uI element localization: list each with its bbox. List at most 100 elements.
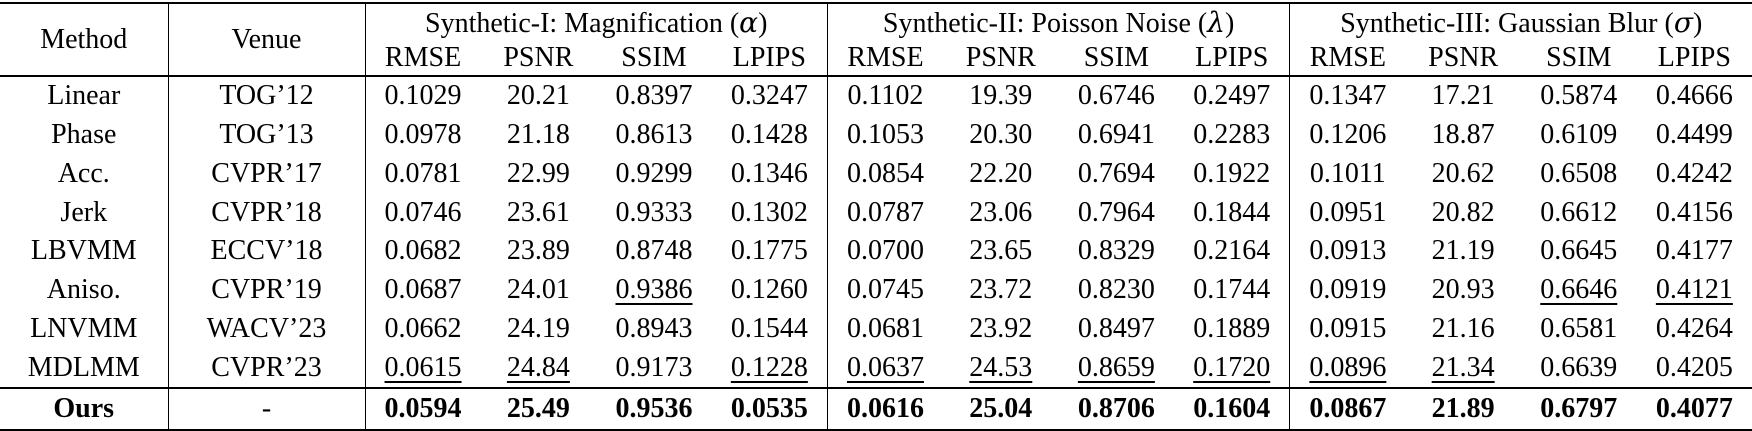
- group-title-close: ): [1224, 7, 1235, 39]
- metric-value: 20.21: [506, 80, 570, 112]
- alpha-symbol: α: [739, 5, 759, 39]
- metric-value: 0.6646: [1540, 274, 1618, 306]
- metric-value: 0.9386: [615, 274, 693, 306]
- metric-cell: 24.53: [943, 348, 1059, 388]
- metric-cell: 0.6508: [1521, 155, 1637, 194]
- metric-value: 0.1844: [1193, 196, 1271, 228]
- metric-value: 0.1053: [846, 119, 924, 151]
- metric-cell: 0.9333: [596, 193, 712, 232]
- metric-value: 0.9333: [615, 196, 693, 228]
- metric-cell: 0.0687: [365, 271, 481, 310]
- method-cell: Aniso.: [0, 270, 169, 310]
- metric-value: 0.4242: [1655, 157, 1733, 189]
- metric-cell: 0.8397: [596, 76, 712, 116]
- venue-cell: CVPR’17: [168, 154, 366, 194]
- metric-value: 0.3247: [730, 80, 808, 112]
- metric-value: 0.8706: [1077, 393, 1155, 424]
- metric-value: 0.2164: [1193, 235, 1271, 267]
- metric-cell: 0.4666: [1637, 76, 1752, 116]
- metric-cell: 22.99: [481, 155, 597, 194]
- metric-value: 0.8329: [1077, 235, 1155, 267]
- metric-cell: 0.2283: [1174, 115, 1291, 155]
- metric-value: 0.1775: [730, 235, 808, 267]
- metric-cell: 0.0745: [827, 271, 943, 310]
- metric-value: 0.8748: [615, 235, 693, 267]
- metric-cell: 0.6646: [1521, 271, 1637, 310]
- metric-cell: 0.1428: [711, 115, 828, 155]
- metric-cell: 0.8943: [596, 310, 712, 349]
- table-row: LNVMM WACV’23 0.0662 24.19 0.8943 0.1544…: [0, 309, 1752, 349]
- metric-cell: 0.8230: [1059, 271, 1175, 310]
- metric-cell: 21.19: [1405, 232, 1521, 271]
- metric-cell: 0.1011: [1290, 155, 1406, 194]
- group-title-text: Synthetic-II: Poisson Noise (: [882, 7, 1208, 39]
- metric-cell: 0.1544: [711, 309, 828, 349]
- metric-cell: 0.0615: [365, 348, 481, 388]
- metric-header-rmse: RMSE: [1289, 41, 1406, 77]
- metric-cell: 20.30: [943, 116, 1059, 155]
- metric-cell: 20.21: [481, 76, 597, 116]
- metric-cell: 0.6612: [1521, 193, 1637, 232]
- metric-value: 24.01: [506, 274, 570, 306]
- group-header-synthetic-3: Synthetic-III: Gaussian Blur (σ): [1290, 3, 1752, 41]
- metric-cell: 0.0682: [365, 232, 481, 271]
- metric-cell: 0.9173: [596, 348, 712, 388]
- venue-cell: CVPR’23: [168, 348, 366, 388]
- metric-value: 0.6612: [1540, 196, 1618, 228]
- metric-cell: 0.0637: [827, 348, 943, 388]
- metric-value: 0.0616: [846, 393, 924, 424]
- metric-cell: 0.9386: [596, 271, 712, 310]
- group-title-text: Synthetic-I: Magnification (: [425, 7, 740, 39]
- metric-header-psnr: PSNR: [480, 41, 597, 77]
- metric-cell: 0.0913: [1290, 232, 1406, 271]
- metric-cell: 21.89: [1405, 387, 1521, 430]
- method-cell: Acc.: [0, 154, 169, 194]
- table-body: Linear TOG’12 0.1029 20.21 0.8397 0.3247…: [0, 76, 1752, 430]
- metric-cell: 0.1922: [1174, 154, 1291, 194]
- venue-cell: ECCV’18: [168, 232, 366, 271]
- metric-cell: 0.1744: [1174, 270, 1291, 310]
- metric-value: 24.53: [969, 351, 1033, 383]
- sigma-symbol: σ: [1673, 5, 1693, 39]
- metric-value: 21.16: [1431, 312, 1495, 344]
- table-row: Phase TOG’13 0.0978 21.18 0.8613 0.1428 …: [0, 115, 1752, 155]
- metric-cell: 0.0700: [827, 232, 943, 271]
- metric-header-lpips: LPIPS: [1174, 41, 1291, 77]
- metric-value: 0.0681: [846, 312, 924, 344]
- metric-cell: 23.72: [943, 271, 1059, 310]
- metric-value: 0.0896: [1309, 351, 1387, 383]
- metric-cell: 0.8748: [596, 232, 712, 271]
- metric-header-lpips: LPIPS: [711, 41, 828, 77]
- metric-cell: 23.92: [943, 310, 1059, 349]
- table-row: LBVMM ECCV’18 0.0682 23.89 0.8748 0.1775…: [0, 232, 1752, 271]
- metric-cell: 0.4264: [1637, 310, 1752, 349]
- metric-cell: 0.0781: [365, 155, 481, 194]
- metric-value: 0.0978: [384, 119, 462, 151]
- method-cell: Jerk: [0, 193, 169, 232]
- metric-cell: 20.93: [1405, 271, 1521, 310]
- metric-value: 24.19: [506, 312, 570, 344]
- metric-value: 0.1102: [847, 80, 924, 112]
- table-row: Linear TOG’12 0.1029 20.21 0.8397 0.3247…: [0, 76, 1752, 116]
- metric-value: 23.65: [969, 235, 1033, 267]
- metric-cell: 0.6941: [1059, 116, 1175, 155]
- metric-cell: 0.0978: [365, 116, 481, 155]
- metric-cell: 0.9536: [596, 387, 712, 430]
- group-title-close: ): [1692, 7, 1703, 39]
- metric-value: 0.1029: [384, 80, 462, 112]
- metric-cell: 0.4499: [1637, 116, 1752, 155]
- metric-value: 0.9299: [615, 157, 693, 189]
- metric-cell: 23.89: [481, 232, 597, 271]
- metric-cell: 0.3247: [711, 76, 828, 116]
- metric-header-ssim: SSIM: [1058, 41, 1175, 77]
- metric-cell: 0.1889: [1174, 309, 1291, 349]
- metric-value: 0.4264: [1655, 312, 1733, 344]
- metric-value: 0.1604: [1193, 393, 1271, 424]
- metric-value: 0.0951: [1309, 196, 1387, 228]
- metric-value: 0.2497: [1193, 80, 1271, 112]
- metric-value: 21.89: [1431, 393, 1495, 424]
- metric-value: 0.0687: [384, 274, 462, 306]
- metric-cell: 0.0662: [365, 310, 481, 349]
